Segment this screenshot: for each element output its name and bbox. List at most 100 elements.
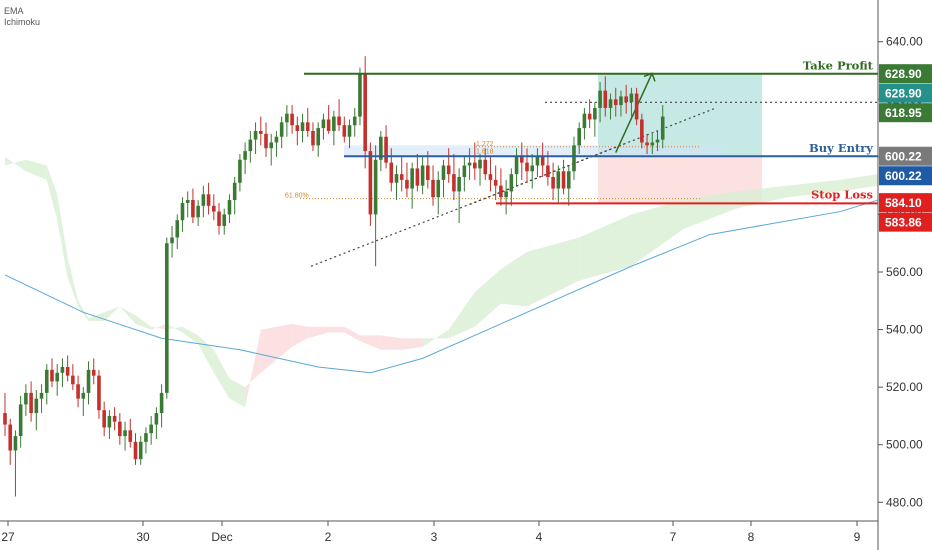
- price-tag: [879, 193, 932, 213]
- price-tag: [879, 212, 932, 232]
- candle-bear: [128, 430, 133, 442]
- candle-bear: [206, 194, 211, 206]
- cloud-segment: [57, 194, 68, 278]
- candle-bull: [81, 392, 86, 399]
- price-tick-label: 640.00: [886, 35, 923, 49]
- price-tick-label: 520.00: [886, 380, 923, 394]
- candle-bear: [431, 179, 435, 198]
- cloud-segment: [229, 378, 246, 408]
- cloud-segment: [292, 323, 308, 347]
- take-profit-label: Take Profit: [803, 59, 874, 73]
- time-tick-label: 3: [431, 530, 438, 544]
- price-tag-text: 628.90: [885, 67, 922, 81]
- candle-bull: [55, 372, 59, 382]
- candle-bull: [170, 237, 174, 244]
- candle-bear: [551, 177, 555, 189]
- price-tick-label: 560.00: [886, 265, 923, 279]
- candle-bull: [478, 159, 482, 169]
- candle-bear: [102, 410, 106, 428]
- candle-bear: [112, 415, 117, 422]
- candle-bull: [253, 130, 258, 140]
- candle-bull: [373, 159, 378, 215]
- price-tick-label: 540.00: [886, 323, 923, 337]
- candle-bull: [556, 171, 561, 189]
- candle-bear: [97, 375, 101, 411]
- time-tick-label: 7: [670, 530, 677, 544]
- candle-bear: [264, 133, 268, 149]
- candle-bear: [118, 421, 122, 437]
- cloud-segment: [359, 335, 381, 350]
- candle-bear: [525, 162, 529, 172]
- candle-bear: [342, 125, 347, 137]
- cloud-segment: [25, 159, 47, 180]
- candle-bear: [587, 113, 592, 120]
- price-tag: [879, 103, 932, 123]
- candle-bull: [598, 90, 602, 108]
- candle-bull: [196, 205, 200, 218]
- cloud-segment: [500, 251, 527, 307]
- cloud-segment: [46, 165, 58, 221]
- cloud-segment: [631, 200, 684, 267]
- indicator-ichimoku-label: Ichimoku: [4, 17, 41, 27]
- cloud-segment: [260, 323, 293, 373]
- candle-bear: [326, 119, 331, 131]
- candle-bull: [650, 142, 655, 146]
- time-tick-label: Dec: [211, 530, 232, 544]
- time-tick-label: 8: [748, 530, 755, 544]
- candle-bull: [608, 99, 613, 108]
- candle-bull: [238, 159, 242, 183]
- candle-bull: [18, 404, 23, 437]
- candle-bull: [165, 243, 169, 393]
- candlesticks[interactable]: [3, 56, 665, 497]
- candle-bear: [295, 125, 300, 131]
- candle-bear: [603, 90, 608, 108]
- candle-bull: [159, 392, 164, 414]
- candle-bear: [305, 122, 310, 131]
- candle-bear: [29, 392, 33, 414]
- candle-bull: [572, 145, 576, 172]
- candle-bear: [452, 174, 456, 192]
- candle-bear: [389, 162, 394, 183]
- candle-bear: [426, 165, 430, 180]
- cloud-segment: [78, 300, 89, 321]
- candle-bear: [50, 369, 54, 382]
- cloud-segment: [788, 179, 841, 198]
- candle-bull: [441, 165, 446, 180]
- candle-bull: [232, 182, 237, 201]
- candle-bear: [415, 168, 420, 186]
- candle-bear: [483, 159, 488, 175]
- candle-bull: [436, 179, 441, 198]
- cloud-segment: [151, 323, 167, 330]
- candle-bull: [577, 128, 581, 146]
- cloud-segment: [448, 292, 475, 339]
- candle-bull: [24, 392, 28, 405]
- candle-bear: [561, 171, 566, 189]
- trade-zones: [344, 73, 762, 203]
- price-tag-text: 584.10: [885, 196, 922, 210]
- candle-bull: [13, 436, 18, 451]
- cloud-segment: [104, 306, 120, 321]
- price-tag-text: 583.86: [885, 216, 922, 230]
- candle-bear: [290, 113, 294, 126]
- cloud-segment: [166, 323, 183, 333]
- candle-bear: [76, 384, 80, 399]
- entry-band: [344, 145, 722, 157]
- candle-bear: [133, 441, 138, 460]
- candle-bull: [504, 191, 508, 198]
- candle-bull: [123, 430, 127, 437]
- candle-bear: [3, 413, 7, 425]
- candle-bull: [300, 122, 305, 131]
- candle-bear: [519, 156, 524, 163]
- cloud-segment: [67, 257, 79, 307]
- candle-bull: [660, 116, 665, 140]
- candle-bear: [446, 165, 451, 175]
- candle-bull: [379, 136, 383, 160]
- candle-bear: [399, 174, 404, 180]
- fib-label: 61.80%: [285, 193, 309, 200]
- candle-bull: [420, 165, 425, 186]
- price-tick-label: 480.00: [886, 495, 923, 509]
- candle-bull: [347, 125, 352, 137]
- candle-bull: [222, 214, 227, 226]
- candle-bull: [201, 194, 206, 206]
